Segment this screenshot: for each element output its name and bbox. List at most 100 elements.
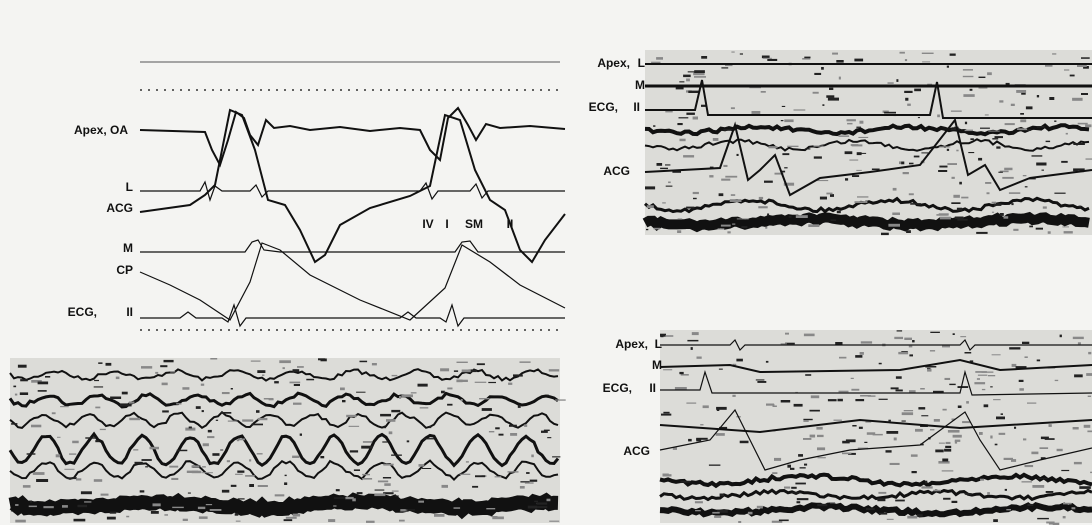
speckle [896, 376, 902, 379]
speckle [336, 489, 340, 491]
speckle [110, 397, 121, 400]
speckle [896, 390, 903, 392]
speckle [349, 426, 360, 427]
speckle [797, 501, 801, 503]
speckle [719, 193, 724, 196]
speckle [918, 407, 925, 409]
speckle [985, 114, 989, 115]
speckle [935, 450, 943, 453]
speckle [679, 81, 684, 82]
speckle [1054, 121, 1056, 122]
trace-label: L [638, 56, 645, 70]
speckle [653, 125, 655, 127]
speckle [537, 502, 547, 504]
speckle [274, 381, 279, 383]
speckle [936, 214, 947, 216]
speckle [541, 431, 548, 433]
speckle [1037, 360, 1040, 362]
speckle [460, 474, 471, 475]
speckle [442, 485, 449, 488]
speckle [57, 437, 61, 438]
speckle [720, 494, 724, 497]
speckle [238, 498, 245, 499]
speckle [1061, 161, 1068, 163]
speckle [216, 420, 218, 421]
sound-marker: II [507, 217, 514, 231]
speckle [925, 481, 927, 484]
speckle [817, 447, 825, 450]
speckle [693, 198, 697, 199]
speckle [231, 485, 237, 487]
speckle [759, 197, 763, 200]
speckle [782, 153, 789, 155]
speckle [814, 156, 822, 158]
speckle [817, 435, 824, 437]
speckle [668, 182, 671, 184]
speckle [716, 433, 725, 436]
speckle [949, 384, 955, 385]
speckle [737, 218, 749, 219]
speckle [285, 475, 287, 476]
speckle [988, 131, 999, 132]
speckle [703, 405, 709, 408]
speckle [392, 375, 398, 376]
speckle [251, 361, 261, 362]
speckle [292, 456, 299, 458]
speckle [1081, 57, 1090, 59]
speckle [207, 436, 214, 438]
speckle [262, 375, 264, 376]
speckle [1087, 431, 1092, 433]
speckle [1011, 104, 1015, 106]
speckle [784, 167, 787, 168]
speckle [921, 486, 932, 488]
speckle [811, 395, 819, 398]
speckle [903, 172, 909, 174]
speckle [943, 498, 950, 500]
speckle [293, 403, 302, 405]
speckle [399, 396, 401, 399]
speckle [300, 434, 302, 436]
speckle [236, 521, 241, 522]
speckle [900, 52, 905, 54]
speckle [979, 432, 983, 435]
speckle [1032, 155, 1043, 156]
speckle [839, 357, 846, 359]
speckle [888, 224, 900, 227]
speckle [999, 433, 1006, 435]
speckle [995, 136, 1004, 138]
speckle [1066, 133, 1068, 135]
speckle [852, 175, 859, 177]
speckle [256, 410, 260, 413]
speckle [939, 443, 945, 444]
speckle [1026, 106, 1033, 109]
speckle [1078, 123, 1088, 125]
speckle [856, 127, 861, 128]
speckle [488, 382, 496, 383]
speckle [162, 410, 169, 412]
speckle [60, 406, 69, 407]
speckle [1001, 413, 1003, 415]
speckle [1041, 437, 1049, 440]
speckle [666, 186, 673, 187]
speckle [235, 513, 239, 516]
speckle [897, 330, 903, 331]
speckle [203, 443, 209, 446]
trace-label: ACG [623, 444, 650, 458]
speckle [847, 123, 852, 125]
speckle [912, 471, 917, 473]
speckle [126, 516, 129, 518]
speckle [945, 446, 951, 448]
speckle [911, 454, 918, 456]
speckle [495, 476, 502, 477]
speckle [258, 418, 268, 420]
speckle [654, 228, 661, 230]
speckle [721, 67, 728, 68]
speckle [953, 435, 962, 438]
speckle [1061, 470, 1069, 471]
speckle [765, 227, 767, 229]
speckle [860, 153, 866, 154]
speckle [985, 182, 991, 184]
speckle [141, 366, 152, 369]
speckle [927, 369, 931, 372]
speckle [657, 163, 663, 166]
